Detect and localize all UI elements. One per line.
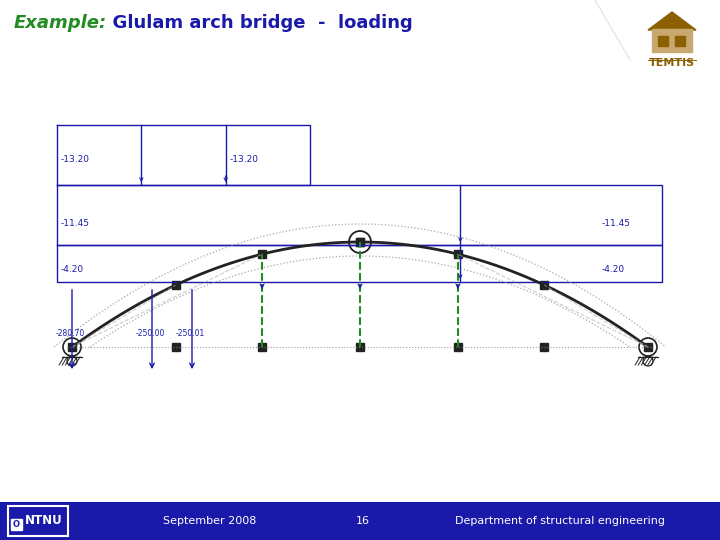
- Text: -13.20: -13.20: [61, 154, 90, 164]
- Bar: [11, 519, 22, 530]
- Text: -11.45: -11.45: [61, 219, 90, 227]
- Text: TEMTIS: TEMTIS: [649, 58, 695, 68]
- Text: 16: 16: [356, 516, 370, 526]
- Text: -11.45: -11.45: [602, 219, 631, 227]
- Bar: [540, 343, 549, 351]
- Text: -13.20: -13.20: [230, 154, 258, 164]
- Bar: [644, 343, 652, 351]
- Bar: [8, 506, 68, 536]
- Text: Glulam arch bridge  -  loading: Glulam arch bridge - loading: [100, 14, 413, 32]
- Text: O: O: [13, 520, 20, 529]
- Bar: [0, 502, 720, 540]
- Text: -4.20: -4.20: [602, 266, 625, 274]
- Bar: [68, 343, 76, 351]
- Bar: [454, 250, 462, 258]
- Bar: [356, 238, 364, 246]
- Bar: [356, 343, 364, 351]
- Text: -280.70: -280.70: [55, 328, 85, 338]
- Text: Example:: Example:: [14, 14, 107, 32]
- Bar: [356, 238, 364, 246]
- Bar: [454, 343, 462, 351]
- Bar: [540, 281, 549, 289]
- Text: -4.20: -4.20: [61, 266, 84, 274]
- Text: -250.01: -250.01: [176, 328, 204, 338]
- Text: -250.00: -250.00: [135, 328, 165, 338]
- Bar: [171, 343, 180, 351]
- Bar: [258, 343, 266, 351]
- Text: September 2008: September 2008: [163, 516, 257, 526]
- Bar: [658, 36, 668, 46]
- Bar: [171, 281, 180, 289]
- Bar: [675, 36, 685, 46]
- Text: NTNU: NTNU: [25, 515, 63, 528]
- Text: Department of structural engineering: Department of structural engineering: [455, 516, 665, 526]
- Bar: [258, 250, 266, 258]
- Polygon shape: [648, 12, 696, 30]
- Bar: [652, 29, 692, 52]
